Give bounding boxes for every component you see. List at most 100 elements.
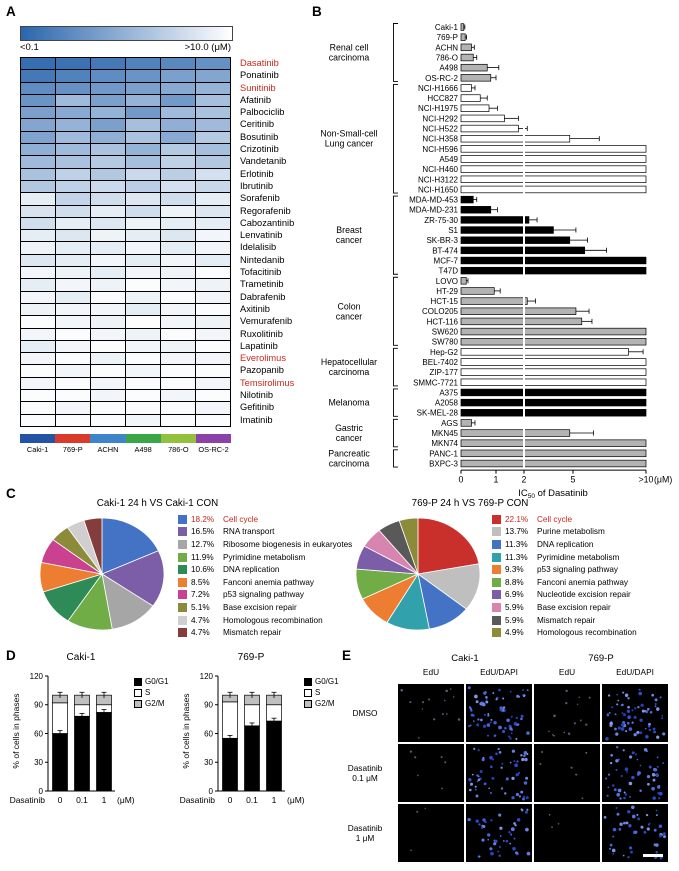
dapi-nucleus-dot bbox=[515, 773, 519, 777]
dapi-nucleus-dot bbox=[479, 770, 483, 773]
heatmap-cell bbox=[20, 130, 56, 145]
panel-d-label: D bbox=[6, 648, 16, 663]
heatmap-cell bbox=[90, 266, 126, 280]
dapi-nucleus-dot bbox=[469, 724, 472, 727]
group-bracket bbox=[393, 195, 398, 275]
legend-pathway-label: Nucleotide excision repair bbox=[537, 590, 631, 600]
dapi-nucleus-dot bbox=[516, 760, 519, 763]
heatmap-row: Everolimus bbox=[20, 352, 294, 366]
heatmap-cell bbox=[160, 389, 196, 403]
drug-name: Gefitinib bbox=[240, 402, 275, 413]
heatmap-cell bbox=[195, 192, 231, 206]
dapi-nucleus-dot bbox=[508, 724, 512, 728]
heatmap-cell bbox=[20, 167, 56, 181]
heatmap-cell bbox=[125, 57, 161, 71]
cellline-color-bar bbox=[20, 434, 232, 443]
heatmap-cell bbox=[55, 339, 91, 354]
dapi-nucleus-dot bbox=[615, 768, 618, 771]
heatmap-cell bbox=[20, 69, 56, 83]
dapi-nucleus-dot bbox=[480, 718, 483, 722]
pie-legend-row: 11.9% Pyrimidine metabolism bbox=[178, 551, 352, 564]
dapi-nucleus-dot bbox=[492, 758, 495, 761]
heatmap-cell bbox=[125, 389, 161, 403]
dapi-nucleus-dot bbox=[509, 727, 513, 731]
drug-name: Idelalisib bbox=[240, 242, 277, 253]
pie-legend-row: 22.1% Cell cycle bbox=[492, 513, 637, 526]
dapi-nucleus-dot bbox=[478, 823, 481, 826]
heatmap-cell bbox=[90, 302, 126, 317]
pie-legend-row: 7.2% p53 signaling pathway bbox=[178, 589, 352, 602]
dapi-nucleus-dot bbox=[512, 847, 516, 851]
heatmap-cell bbox=[20, 376, 56, 391]
heatmap-row: Bosutinib bbox=[20, 130, 294, 145]
dapi-nucleus-dot bbox=[652, 796, 656, 800]
microscopy-group-headers: Caki-1 769-P bbox=[398, 653, 668, 664]
dapi-nucleus-dot bbox=[654, 698, 658, 702]
microscopy-image bbox=[602, 744, 668, 802]
ic50-bar bbox=[460, 246, 586, 255]
cellcycle-bar-chart-caki1: 0 30 60 90 120 0 0.1 1 Dasatinib (μM) bbox=[10, 672, 135, 805]
cellline-name: MKN45 bbox=[431, 429, 458, 438]
heatmap-cell bbox=[20, 352, 56, 366]
dapi-nucleus-dot bbox=[654, 705, 657, 708]
pie-legend-769p: 22.1% Cell cycle 13.7% Purine metabolism 11.… bbox=[492, 513, 637, 639]
dapi-nucleus-dot bbox=[523, 751, 528, 755]
cellline-label: 769-P bbox=[62, 445, 83, 454]
ic50-bar bbox=[460, 327, 647, 336]
edu-signal-dot bbox=[575, 773, 578, 776]
heatmap-cell bbox=[125, 69, 161, 83]
heatmap-cell bbox=[195, 204, 231, 218]
phase-segment bbox=[222, 737, 238, 792]
microscopy-image-dots bbox=[539, 751, 588, 800]
dapi-nucleus-dot bbox=[649, 710, 653, 714]
dapi-nucleus-dot bbox=[486, 833, 491, 837]
dapi-nucleus-dot bbox=[634, 830, 638, 834]
heatmap-cell bbox=[160, 179, 196, 194]
pie-slice bbox=[83, 517, 103, 575]
y-tick-label: 30 bbox=[204, 758, 213, 767]
dapi-nucleus-dot bbox=[633, 733, 637, 737]
legend-pathway-label: Fanconi anemia pathway bbox=[537, 577, 629, 587]
phase-segment bbox=[52, 733, 68, 792]
dapi-nucleus-dot bbox=[489, 721, 492, 724]
heatmap-cell bbox=[125, 253, 161, 268]
phase-label: G2/M bbox=[315, 699, 335, 708]
dose-label: 0.1 bbox=[76, 795, 88, 805]
heatmap-row: Idelalisib bbox=[20, 241, 294, 255]
y-tick-label: 0 bbox=[39, 787, 44, 796]
microscopy-image bbox=[534, 744, 600, 802]
cellline-name: OS-RC-2 bbox=[425, 74, 458, 83]
dapi-nucleus-dot bbox=[498, 751, 502, 754]
dapi-nucleus-dot bbox=[627, 855, 630, 859]
edu-signal-dot bbox=[427, 698, 431, 701]
dapi-nucleus-dot bbox=[468, 778, 472, 782]
legend-percent: 16.5% bbox=[191, 527, 215, 537]
dapi-nucleus-dot bbox=[663, 835, 666, 839]
phase-legend-row: S bbox=[134, 687, 169, 698]
heatmap-cell bbox=[195, 241, 231, 255]
dapi-nucleus-dot bbox=[648, 722, 651, 726]
dapi-nucleus-dot bbox=[495, 752, 498, 756]
legend-pathway-label: DNA replication bbox=[223, 565, 280, 575]
heatmap-row: Imatinib bbox=[20, 413, 294, 427]
edu-signal-dot bbox=[452, 696, 455, 698]
dapi-nucleus-dot bbox=[616, 693, 619, 696]
heatmap-cell bbox=[195, 167, 231, 181]
heatmap-cell bbox=[195, 413, 231, 427]
legend-percent: 5.9% bbox=[505, 602, 524, 612]
dapi-nucleus-dot bbox=[623, 796, 626, 800]
dapi-nucleus-dot bbox=[628, 795, 632, 798]
heatmap-row: Pazopanib bbox=[20, 364, 294, 378]
edu-signal-dot bbox=[441, 787, 443, 790]
dapi-nucleus-dot bbox=[658, 797, 661, 800]
dapi-nucleus-dot bbox=[636, 813, 639, 816]
dapi-nucleus-dot bbox=[628, 727, 633, 731]
drug-name: Bosutinib bbox=[240, 131, 279, 142]
drug-name: Ibrutinib bbox=[240, 180, 274, 191]
legend-color-swatch bbox=[178, 565, 187, 575]
ic50-bar bbox=[460, 104, 490, 112]
phase-segment bbox=[74, 715, 90, 792]
legend-pathway-label: Cell cycle bbox=[537, 514, 573, 524]
heatmap-cell bbox=[125, 327, 161, 341]
heatmap-cell bbox=[195, 229, 231, 243]
